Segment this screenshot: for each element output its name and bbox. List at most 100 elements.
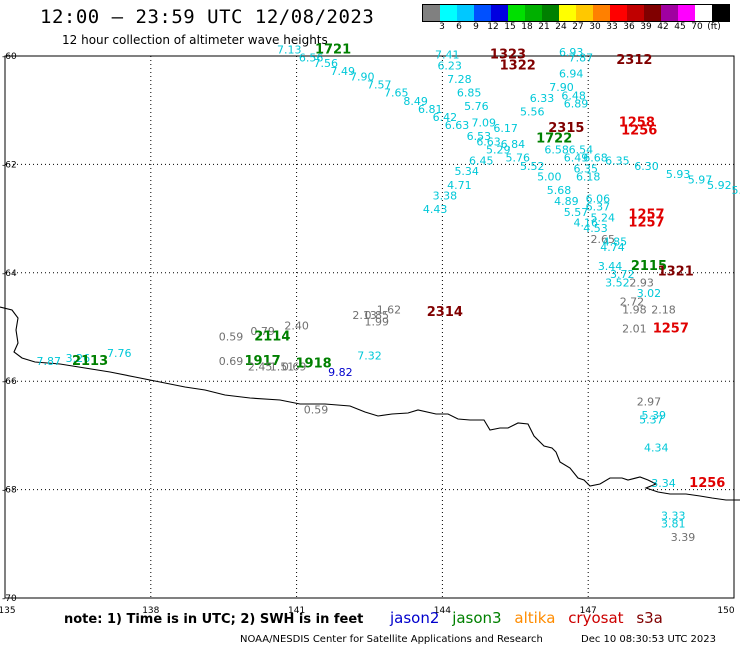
wave-height-value: 4.43 bbox=[423, 203, 448, 216]
color-scale-tick: 30 bbox=[589, 22, 601, 32]
wave-height-value: 4.53 bbox=[583, 222, 608, 235]
wave-height-value: 2.93 bbox=[629, 276, 654, 289]
wave-height-value: 5.76 bbox=[464, 100, 489, 113]
color-scale-tick: 6 bbox=[456, 22, 462, 32]
map-subtitle: 12 hour collection of altimeter wave hei… bbox=[62, 33, 328, 47]
color-scale-tick: 3 bbox=[439, 22, 445, 32]
wave-height-value: 2.18 bbox=[651, 303, 676, 316]
wave-height-value: 1.51 bbox=[270, 360, 295, 373]
wave-height-value: 6.17 bbox=[493, 122, 518, 135]
wave-height-value: 5.00 bbox=[537, 171, 562, 184]
axis-labels: 135 138 141 144 147 150 -60 -62 -64 -66 -68 -70 bbox=[0, 52, 735, 616]
wave-height-value: 6.45 bbox=[469, 154, 494, 167]
pass-time-label: 2114 bbox=[254, 330, 290, 345]
wave-height-value: 2.97 bbox=[637, 396, 662, 409]
wave-height-value: 5.29 bbox=[486, 144, 511, 157]
wave-height-value: 7.90 bbox=[549, 81, 574, 94]
wave-height-value: 5.97 bbox=[688, 173, 713, 186]
credit-line: NOAA/NESDIS Center for Satellite Applica… bbox=[240, 634, 543, 645]
wave-height-value: 4.85 bbox=[603, 236, 628, 249]
color-scale-tick: 24 bbox=[555, 22, 567, 32]
wave-height-value: 9.82 bbox=[328, 366, 353, 379]
color-swatch bbox=[712, 5, 729, 21]
wave-height-value: 5.34 bbox=[454, 165, 479, 178]
wave-height-value: 7.56 bbox=[314, 57, 339, 70]
latitude-tick-label: -66 bbox=[2, 377, 17, 387]
latitude-tick-label: -68 bbox=[2, 486, 17, 496]
color-swatch bbox=[440, 5, 457, 21]
color-scale-tick: 39 bbox=[640, 22, 652, 32]
latitude-tick-label: -64 bbox=[2, 269, 17, 279]
wave-height-value: 5.68 bbox=[547, 184, 572, 197]
wave-height-value: 2.40 bbox=[284, 320, 309, 333]
wave-height-value: 5.56 bbox=[520, 106, 545, 119]
wave-height-value: 0.69 bbox=[282, 360, 307, 373]
satellite-s3a: s3a bbox=[636, 609, 663, 627]
pass-time-label: 1721 bbox=[315, 42, 351, 57]
pass-time-label: 1258 bbox=[619, 115, 655, 130]
pass-time-label: 1257 bbox=[653, 321, 689, 336]
wave-height-value: 2.45 bbox=[248, 360, 273, 373]
color-swatch bbox=[423, 5, 440, 21]
wave-height-value: 6.84 bbox=[501, 138, 526, 151]
pass-time-label: 1722 bbox=[536, 132, 572, 147]
wave-height-value: 6.53 bbox=[467, 130, 492, 143]
antarctic-coastline bbox=[0, 306, 740, 501]
pass-time-label: 1321 bbox=[658, 265, 694, 280]
pass-time-label: 1257 bbox=[628, 216, 664, 231]
wave-height-value: 5.93 bbox=[666, 168, 691, 181]
wave-height-value: 0.69 bbox=[219, 355, 244, 368]
wave-height-value: 6.37 bbox=[586, 200, 611, 213]
latitude-tick-label: -62 bbox=[2, 160, 17, 170]
satellite-legend: jason2 jason3 altika cryosat s3a bbox=[390, 609, 671, 627]
wave-height-value: 7.09 bbox=[471, 116, 496, 129]
wave-height-value: 4.34 bbox=[644, 442, 669, 455]
wave-height-value: 3.52 bbox=[605, 276, 630, 289]
wave-height-value: 6.35 bbox=[574, 163, 599, 176]
observations-layer: 7.13 17216.567.567.497.907.577.658.496.81… bbox=[36, 42, 740, 544]
wave-height-value: 3.38 bbox=[433, 190, 458, 203]
color-swatch bbox=[457, 5, 474, 21]
longitude-tick-label: 141 bbox=[288, 606, 305, 616]
wave-height-value: 6.63 bbox=[445, 119, 470, 132]
longitude-tick-label: 135 bbox=[0, 606, 16, 616]
color-scale-tick: 9 bbox=[473, 22, 479, 32]
wave-height-value: 0.59 bbox=[219, 331, 244, 344]
wave-height-value: 6.63 bbox=[476, 135, 501, 148]
color-scale-bar bbox=[422, 4, 730, 22]
pass-time-label: 1917 bbox=[244, 354, 280, 369]
wave-height-value: 0.85 bbox=[365, 309, 390, 322]
wave-height-value: 3.39 bbox=[671, 531, 696, 544]
wave-height-value: 6.54 bbox=[569, 144, 594, 157]
footnote: note: 1) Time is in UTC; 2) SWH is in fe… bbox=[64, 612, 364, 627]
map-frame bbox=[4, 55, 735, 599]
wave-height-value: 2.01 bbox=[622, 322, 647, 335]
color-swatch bbox=[559, 5, 576, 21]
longitude-tick-label: 144 bbox=[434, 606, 451, 616]
longitude-tick-label: 147 bbox=[580, 606, 597, 616]
color-scale-tick: 70 bbox=[691, 22, 703, 32]
pass-time-label: 2315 bbox=[548, 121, 584, 136]
color-swatch bbox=[508, 5, 525, 21]
wave-height-value: 4.74 bbox=[600, 241, 625, 254]
satellite-jason3: jason3 bbox=[452, 609, 502, 627]
wave-height-value: 6.85 bbox=[457, 87, 482, 100]
wave-height-value: 7.49 bbox=[331, 65, 356, 78]
wave-height-value: 4.89 bbox=[554, 195, 579, 208]
wave-height-value: 6.23 bbox=[437, 60, 462, 73]
wave-height-value: 0.59 bbox=[304, 404, 329, 417]
wave-height-value: 6.94 bbox=[559, 68, 584, 81]
color-swatch bbox=[491, 5, 508, 21]
wave-height-value: 7.65 bbox=[384, 87, 409, 100]
color-scale-tick: 42 bbox=[657, 22, 669, 32]
wave-height-value: 8.49 bbox=[403, 95, 428, 108]
color-swatch bbox=[525, 5, 542, 21]
wave-height-value: 4.71 bbox=[447, 179, 472, 192]
color-swatch bbox=[644, 5, 661, 21]
pass-time-label: 1322 bbox=[500, 59, 536, 74]
wave-height-value: 0.79 bbox=[250, 325, 275, 338]
wave-height-value: 6.18 bbox=[576, 171, 601, 184]
color-swatch bbox=[610, 5, 627, 21]
pass-time-label: 1323 bbox=[490, 48, 526, 63]
